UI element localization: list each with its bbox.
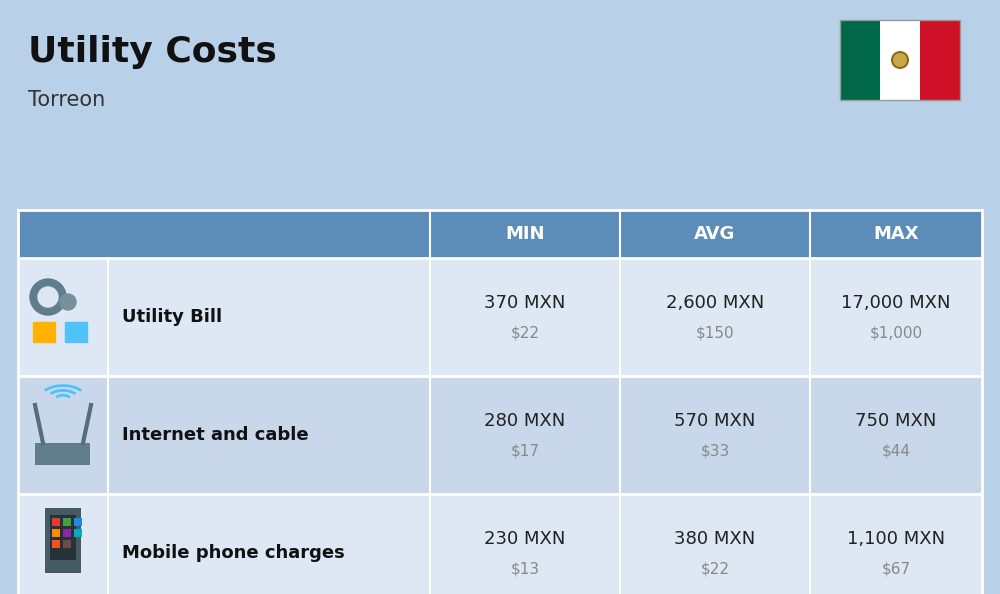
- Bar: [33, 322, 55, 342]
- Bar: [880, 20, 920, 100]
- Text: Torreon: Torreon: [28, 90, 105, 110]
- Text: Mobile phone charges: Mobile phone charges: [122, 544, 345, 562]
- Text: MIN: MIN: [505, 225, 545, 243]
- Text: 280 MXN: 280 MXN: [484, 412, 566, 430]
- Text: 380 MXN: 380 MXN: [674, 530, 756, 548]
- Bar: [74, 518, 82, 526]
- Text: 750 MXN: 750 MXN: [855, 412, 937, 430]
- Text: AVG: AVG: [694, 225, 736, 243]
- Bar: [18, 376, 982, 494]
- Bar: [45, 508, 81, 573]
- Bar: [52, 540, 60, 548]
- Bar: [74, 529, 82, 537]
- Bar: [52, 518, 60, 526]
- Bar: [50, 515, 76, 560]
- Text: $150: $150: [696, 326, 734, 340]
- Text: Utility Bill: Utility Bill: [122, 308, 222, 326]
- Text: $1,000: $1,000: [869, 326, 923, 340]
- Text: Utility Costs: Utility Costs: [28, 35, 277, 69]
- Bar: [63, 540, 71, 548]
- Text: MAX: MAX: [873, 225, 919, 243]
- Circle shape: [891, 51, 909, 69]
- Text: $22: $22: [511, 326, 540, 340]
- Text: 17,000 MXN: 17,000 MXN: [841, 294, 951, 312]
- Text: $33: $33: [700, 444, 730, 459]
- Text: 1,100 MXN: 1,100 MXN: [847, 530, 945, 548]
- Bar: [18, 210, 982, 258]
- Text: $44: $44: [882, 444, 910, 459]
- Bar: [18, 494, 982, 594]
- Text: 2,600 MXN: 2,600 MXN: [666, 294, 764, 312]
- Text: 230 MXN: 230 MXN: [484, 530, 566, 548]
- Bar: [840, 20, 880, 100]
- Text: $22: $22: [700, 561, 730, 577]
- Text: $17: $17: [511, 444, 540, 459]
- Circle shape: [30, 279, 66, 315]
- Text: $13: $13: [510, 561, 540, 577]
- Bar: [63, 529, 71, 537]
- Text: 570 MXN: 570 MXN: [674, 412, 756, 430]
- Bar: [920, 20, 960, 100]
- Text: $67: $67: [881, 561, 911, 577]
- Circle shape: [38, 287, 58, 307]
- Bar: [18, 258, 982, 376]
- Bar: [840, 20, 960, 100]
- Bar: [52, 529, 60, 537]
- Bar: [65, 322, 87, 342]
- Circle shape: [893, 53, 907, 67]
- Text: 370 MXN: 370 MXN: [484, 294, 566, 312]
- Bar: [35, 443, 90, 465]
- Text: Internet and cable: Internet and cable: [122, 426, 309, 444]
- Bar: [63, 518, 71, 526]
- Circle shape: [60, 294, 76, 310]
